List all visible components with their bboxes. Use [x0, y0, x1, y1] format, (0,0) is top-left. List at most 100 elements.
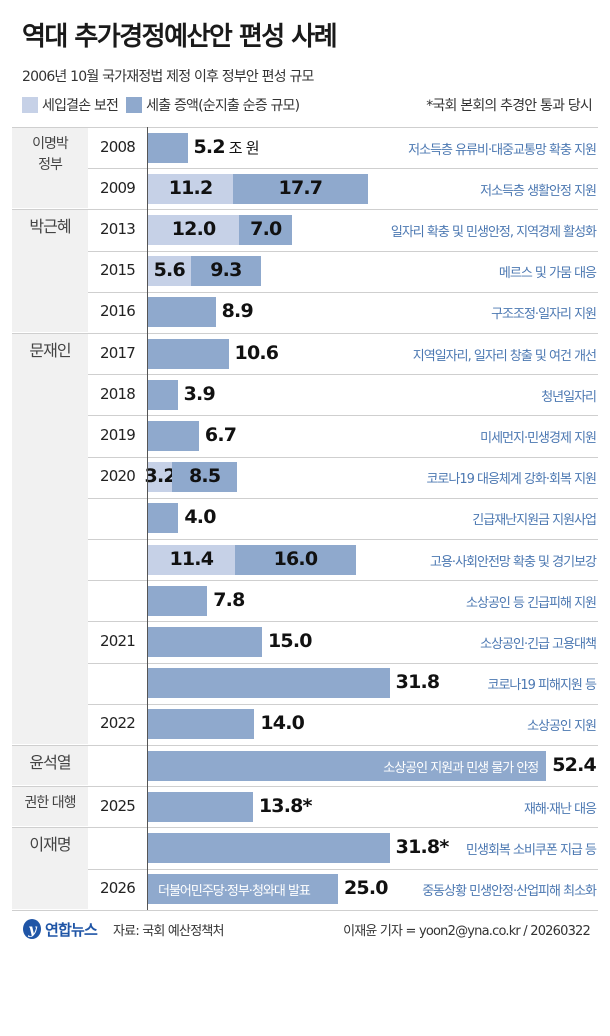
row-divider [12, 168, 598, 170]
value-text: 15.0 [268, 630, 312, 652]
row-note: 재해·재난 대응 [523, 801, 597, 817]
row-note: 소상공인 등 긴급피해 지원 [466, 595, 597, 611]
value-label-dark: 8.5 [188, 465, 221, 488]
year-label: 2009 [100, 178, 136, 197]
row-note: 저소득층 생활안정 지원 [480, 183, 597, 199]
row-divider [12, 745, 598, 746]
bar-dark [148, 750, 547, 781]
axis-line [147, 127, 148, 910]
source: 자료: 국회 예산정책처 [113, 923, 224, 939]
value-label: 5.2 조 원 [193, 135, 260, 158]
year-label: 2017 [100, 343, 136, 362]
row-note: 고용·사회안전망 확충 및 경기보강 [430, 554, 597, 570]
footnote: *국회 본회의 추경안 통과 당시 [426, 98, 593, 114]
row-note: 메르스 및 가뭄 대응 [498, 266, 597, 282]
value-text: 5.2 [193, 135, 226, 158]
bar-dark [148, 874, 338, 905]
group-label-text: 정부 [38, 157, 63, 173]
unit-label: 조 원 [224, 138, 260, 157]
year-label: 2016 [100, 302, 136, 321]
value-text: 7.8 [213, 588, 245, 611]
legend-label-light: 세입결손 보전 [42, 98, 119, 114]
row-divider [12, 374, 598, 376]
year-label: 2026 [100, 879, 136, 898]
bar-inner-note: 소상공인 지원과 민생 물가 안정 [383, 760, 539, 776]
value-text: 14.0 [260, 712, 305, 735]
row-note: 청년일자리 [541, 389, 597, 405]
row-divider [12, 827, 598, 829]
row-divider [12, 868, 598, 870]
year-label: 2022 [100, 714, 136, 733]
year-label: 2025 [100, 796, 136, 815]
year-label: 2019 [100, 426, 136, 444]
value-label: 15.0 [268, 630, 312, 652]
value-label: 13.8* [258, 794, 313, 817]
bar-dark [148, 132, 188, 163]
group-label: 박근혜 [12, 210, 88, 332]
value-label-light: 11.4 [169, 547, 214, 570]
footer: y 연합뉴스 자료: 국회 예산정책처 이재윤 기자 = yoon2@yna.c… [22, 918, 591, 940]
bar-dark [148, 833, 390, 863]
row-note: 민생회복 소비쿠폰 지급 등 [466, 843, 597, 858]
value-text: 25.0 [344, 877, 388, 900]
row-note: 소상공인 지원 [527, 719, 597, 735]
row-note: 소상공인·긴급 고용대책 [480, 637, 597, 652]
value-label-light: 12.0 [171, 218, 216, 240]
year-label: 2020 [100, 467, 136, 486]
bar-dark [234, 544, 357, 575]
row-divider [12, 703, 598, 705]
row-divider [12, 209, 598, 211]
row-divider [12, 909, 598, 911]
value-label: 31.8 [396, 671, 440, 693]
legend-swatch-dark [126, 97, 143, 113]
bar-inner-note: 더불어민주당·정부·청와대 발표 [158, 884, 311, 900]
row-note: 구조조정·일자리 지원 [491, 307, 597, 323]
bar-dark [148, 709, 255, 740]
credit: 이재윤 기자 = yoon2@yna.co.kr / 20260322 [343, 923, 591, 939]
value-text: 31.8* [395, 836, 450, 858]
value-label-dark: 9.3 [210, 259, 242, 282]
value-label: 10.6 [235, 342, 279, 364]
group-label: 이명박 정부 [12, 128, 88, 209]
value-label-dark: 7.0 [250, 218, 282, 240]
row-divider [12, 662, 598, 664]
value-label-dark: 17.7 [278, 176, 323, 199]
bar-light [148, 215, 240, 245]
bar-dark [148, 668, 390, 699]
value-label: 31.8* [395, 836, 450, 858]
row-divider [12, 456, 598, 458]
group-label: 문재인 [12, 334, 88, 744]
bar-dark [148, 379, 178, 410]
bar-light [148, 462, 173, 493]
row-note: 저소득층 유류비·대중교통망 확충 지원 [408, 142, 597, 158]
value-label: 52.4 [552, 754, 596, 776]
bar-dark [172, 462, 237, 493]
bar-light [148, 256, 191, 287]
value-label-light: 3.2 [144, 465, 177, 488]
value-label: 8.9 [222, 300, 254, 322]
value-text: 3.9 [183, 382, 216, 405]
legend: 세입결손 보전 세출 증액(순지출 순증 규모) *국회 본회의 추경안 통과 … [22, 95, 593, 115]
value-text: 13.8* [258, 794, 313, 817]
row-note: 미세먼지·민생경제 지원 [480, 431, 597, 446]
bar-dark [148, 627, 262, 657]
row-divider [12, 415, 598, 417]
row-divider [12, 291, 598, 293]
value-label: 6.7 [205, 424, 237, 446]
value-text: 31.8 [395, 671, 440, 694]
row-divider [12, 127, 598, 128]
bar-dark [148, 421, 199, 451]
yonhap-logo: y 연합뉴스 [22, 918, 98, 940]
group-label: 이재명 [12, 828, 88, 909]
value-text: 4.0 [184, 506, 216, 529]
bar-dark [148, 503, 179, 534]
value-label-dark: 16.0 [273, 547, 318, 570]
subtitle: 2006년 10월 국가재정법 제정 이후 정부안 편성 규모 [22, 69, 314, 85]
group-label-text: 윤석열 [29, 753, 71, 772]
row-divider [12, 250, 598, 252]
group-label-text: 문재인 [29, 341, 71, 360]
logo-text: 연합뉴스 [45, 920, 98, 939]
row-divider [12, 621, 598, 623]
year-label: 2015 [100, 261, 136, 280]
